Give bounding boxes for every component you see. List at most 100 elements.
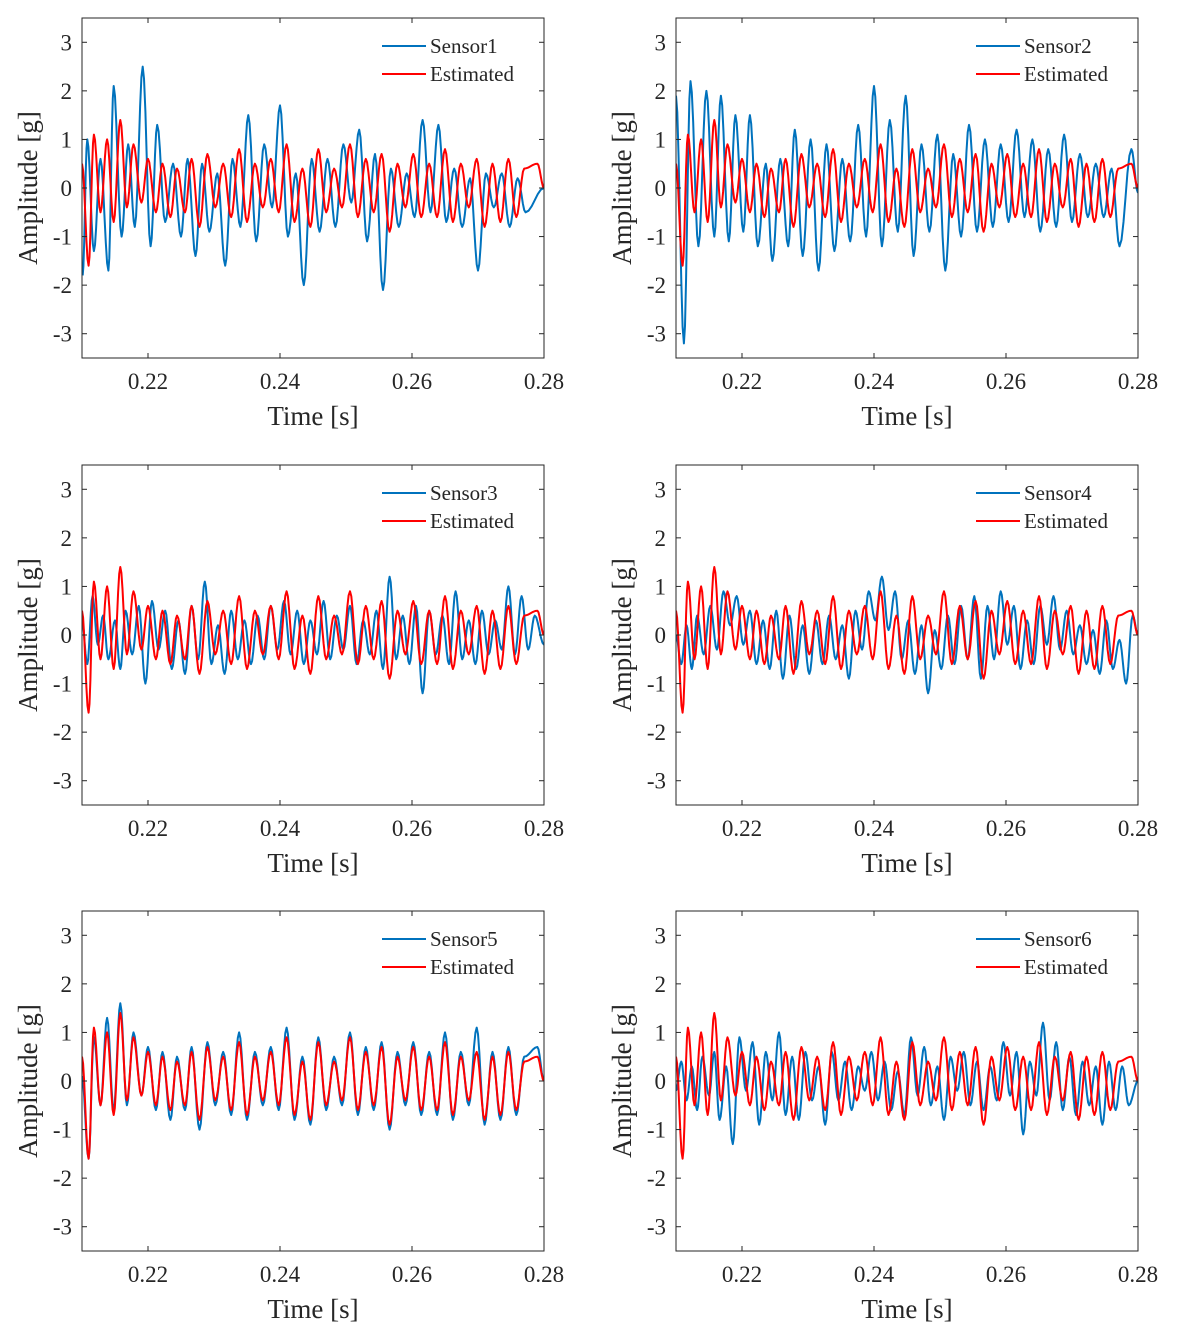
x-tick-label: 0.26 [392,1262,432,1287]
x-axis-label: Time [s] [267,848,358,878]
y-tick-label: 1 [655,127,667,152]
x-tick-label: 0.28 [524,1262,564,1287]
x-tick-label: 0.26 [392,816,432,841]
series-line-estimated [82,1012,544,1160]
series-line-estimated [82,566,544,714]
series-line-sensor1 [82,65,544,291]
legend: Sensor6 Estimated [976,927,1108,979]
series-line-estimated [82,119,544,267]
y-tick-label: -2 [647,273,666,298]
y-axis-label: Amplitude [g] [607,1004,637,1158]
x-axis-label: Time [s] [861,1294,952,1324]
x-tick-label: 0.22 [722,816,762,841]
x-tick-label: 0.26 [986,369,1026,394]
y-tick-label: 3 [655,30,667,55]
x-axis-label: Time [s] [861,401,952,431]
y-axis-label: Amplitude [g] [13,111,43,265]
legend-label-sensor2: Sensor2 [1024,34,1092,58]
x-tick-label: 0.22 [128,1262,168,1287]
series-line-sensor2 [676,80,1138,345]
y-tick-label: -1 [53,225,72,250]
y-axis-label: Amplitude [g] [13,558,43,712]
series-group [676,80,1138,345]
y-tick-label: 3 [61,923,73,948]
subplot-5: 0.22 0.24 0.26 0.28 -3 -2 -1 0 1 2 3 Time [s] Amplit… [13,910,564,1324]
y-tick-label: 2 [61,526,73,551]
legend-label-sensor4: Sensor4 [1024,481,1092,505]
x-tick-label: 0.26 [392,369,432,394]
y-tick-label: 2 [655,79,667,104]
x-tick-label: 0.22 [128,816,168,841]
y-tick-label: -1 [647,225,666,250]
y-tick-label: -1 [647,672,666,697]
y-tick-label: -3 [53,1215,72,1240]
subplot-1: 0.22 0.24 0.26 0.28 -3 -2 -1 0 1 2 3 Time [s] Amplit… [13,17,564,431]
legend-label-estimated: Estimated [430,62,514,86]
legend: Sensor1 Estimated [382,34,514,86]
x-tick-label: 0.22 [722,1262,762,1287]
legend: Sensor4 Estimated [976,481,1108,533]
subplot-2: 0.22 0.24 0.26 0.28 -3 -2 -1 0 1 2 3 Time [s] Amplit… [607,17,1158,431]
series-line-sensor5 [82,1002,544,1160]
x-tick-label: 0.22 [128,369,168,394]
legend-label-estimated: Estimated [430,955,514,979]
x-tick-label: 0.24 [260,369,301,394]
x-tick-label: 0.26 [986,816,1026,841]
subplot-4: 0.22 0.24 0.26 0.28 -3 -2 -1 0 1 2 3 Time [s] Amplit… [607,464,1158,878]
y-tick-label: 0 [655,176,667,201]
legend-label-sensor6: Sensor6 [1024,927,1092,951]
y-axis-label: Amplitude [g] [607,558,637,712]
y-tick-label: 2 [655,972,667,997]
y-tick-label: 0 [655,1069,667,1094]
x-axis-label: Time [s] [267,401,358,431]
y-tick-label: -3 [647,1215,666,1240]
y-tick-label: -1 [53,672,72,697]
y-tick-label: -3 [647,322,666,347]
y-tick-label: 1 [61,574,73,599]
x-tick-label: 0.28 [524,369,564,394]
legend-label-estimated: Estimated [430,509,514,533]
y-tick-label: -1 [53,1118,72,1143]
y-tick-label: 0 [61,1069,73,1094]
series-group [82,1002,544,1160]
y-tick-label: 3 [61,477,73,502]
series-line-estimated [676,566,1138,714]
legend-label-sensor3: Sensor3 [430,481,498,505]
legend-label-estimated: Estimated [1024,509,1108,533]
y-tick-label: 0 [655,623,667,648]
y-tick-label: 3 [655,477,667,502]
series-line-estimated [676,119,1138,267]
y-tick-label: 1 [61,1020,73,1045]
x-tick-label: 0.28 [524,816,564,841]
y-tick-label: -2 [647,720,666,745]
y-tick-label: -2 [53,1166,72,1191]
legend-label-estimated: Estimated [1024,62,1108,86]
x-axis-label: Time [s] [861,848,952,878]
series-group [676,1012,1138,1160]
y-tick-label: 2 [655,526,667,551]
legend-label-sensor5: Sensor5 [430,927,498,951]
y-axis-label: Amplitude [g] [607,111,637,265]
x-tick-label: 0.26 [986,1262,1026,1287]
y-tick-label: 2 [61,79,73,104]
x-tick-label: 0.28 [1118,369,1158,394]
x-axis-label: Time [s] [267,1294,358,1324]
x-tick-label: 0.24 [854,1262,895,1287]
y-tick-label: 1 [61,127,73,152]
x-tick-label: 0.24 [854,816,895,841]
x-tick-label: 0.22 [722,369,762,394]
y-tick-label: -2 [53,273,72,298]
x-tick-label: 0.24 [260,1262,301,1287]
legend-label-sensor1: Sensor1 [430,34,498,58]
y-tick-label: -3 [53,322,72,347]
legend: Sensor5 Estimated [382,927,514,979]
y-tick-label: 1 [655,574,667,599]
series-group [82,566,544,714]
y-axis-label: Amplitude [g] [13,1004,43,1158]
y-tick-label: 3 [61,30,73,55]
y-tick-label: -2 [53,720,72,745]
subplot-6: 0.22 0.24 0.26 0.28 -3 -2 -1 0 1 2 3 Time [s] Amplit… [607,910,1158,1324]
y-tick-label: -2 [647,1166,666,1191]
y-tick-label: 2 [61,972,73,997]
